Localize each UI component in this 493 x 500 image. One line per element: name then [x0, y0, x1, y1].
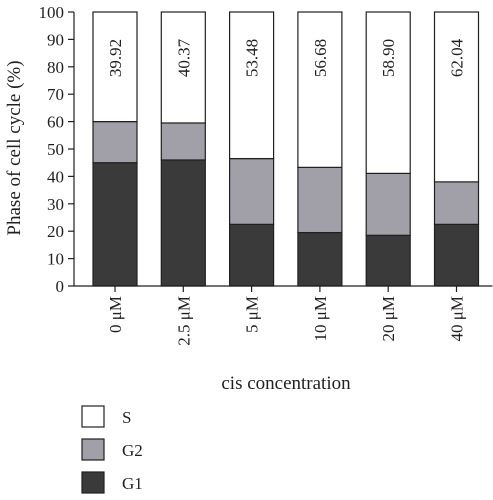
- bar-value-label: 56.68: [311, 39, 330, 77]
- legend-swatch-g1: [81, 471, 105, 494]
- x-axis: 0 μM 2.5 μM 5 μM 10 μM 20 μM 40 μM: [74, 285, 493, 346]
- bar-segment-g1: [92, 162, 138, 287]
- y-tick-label: 60: [47, 113, 64, 132]
- bar-segment-g2: [160, 122, 206, 161]
- y-tick-label: 40: [47, 167, 64, 186]
- bar-segment-s: [297, 11, 343, 168]
- bar-value-label: 53.48: [243, 39, 262, 77]
- y-tick-label: 70: [47, 85, 64, 104]
- bar-segment-g1: [365, 234, 411, 287]
- legend-swatch-g2: [81, 438, 105, 461]
- bar-value-label: 58.90: [379, 39, 398, 77]
- bar-segment-s: [160, 11, 206, 124]
- bars: 39.92 40.37 53.48 56.68 58.90 62.04: [92, 11, 480, 287]
- y-tick-label: 30: [47, 195, 64, 214]
- bar-segment-s: [92, 11, 138, 123]
- x-axis-label: cis concentration: [221, 373, 351, 394]
- x-tick-label: 2.5 μM: [174, 296, 193, 346]
- bar-value-label: 39.92: [106, 39, 125, 77]
- bar-segment-g2: [433, 181, 480, 225]
- y-tick-label: 90: [47, 30, 64, 49]
- y-tick-label: 0: [56, 277, 65, 296]
- y-tick-label: 20: [47, 222, 64, 241]
- x-tick-label: 20 μM: [379, 296, 398, 341]
- y-tick-label: 80: [47, 58, 64, 77]
- legend-label-s: S: [122, 408, 131, 427]
- bar-value-label: 40.37: [174, 38, 193, 77]
- legend-label-g2: G2: [122, 441, 143, 460]
- x-tick-label: 5 μM: [243, 296, 262, 333]
- bar-segment-g2: [297, 166, 343, 234]
- y-tick-label: 100: [39, 3, 65, 22]
- bar-segment-g1: [433, 223, 480, 287]
- x-tick-label: 40 μM: [448, 296, 467, 341]
- bar-segment-g2: [229, 157, 275, 225]
- y-axis: 0 10 20 30 40 50 60 70 80 90 100: [39, 3, 75, 296]
- bar-segment-g1: [160, 159, 206, 287]
- legend-label-g1: G1: [122, 474, 143, 493]
- x-tick-label: 0 μM: [106, 296, 125, 333]
- legend-swatch-s: [81, 405, 105, 428]
- x-tick-label: 10 μM: [311, 296, 330, 341]
- y-axis-label: Phase of cell cycle (%): [4, 60, 25, 235]
- bar-segment-s: [365, 11, 411, 174]
- bar-segment-g1: [297, 231, 343, 287]
- bar-value-label: 62.04: [448, 38, 467, 77]
- legend: S G2 G1: [81, 405, 143, 494]
- y-tick-label: 50: [47, 140, 64, 159]
- bar-segment-g1: [229, 223, 275, 287]
- y-tick-label: 10: [47, 250, 64, 269]
- bar-segment-g2: [92, 120, 138, 164]
- bar-segment-g2: [365, 172, 411, 236]
- bar-segment-s: [433, 11, 480, 183]
- bar-segment-s: [229, 11, 275, 160]
